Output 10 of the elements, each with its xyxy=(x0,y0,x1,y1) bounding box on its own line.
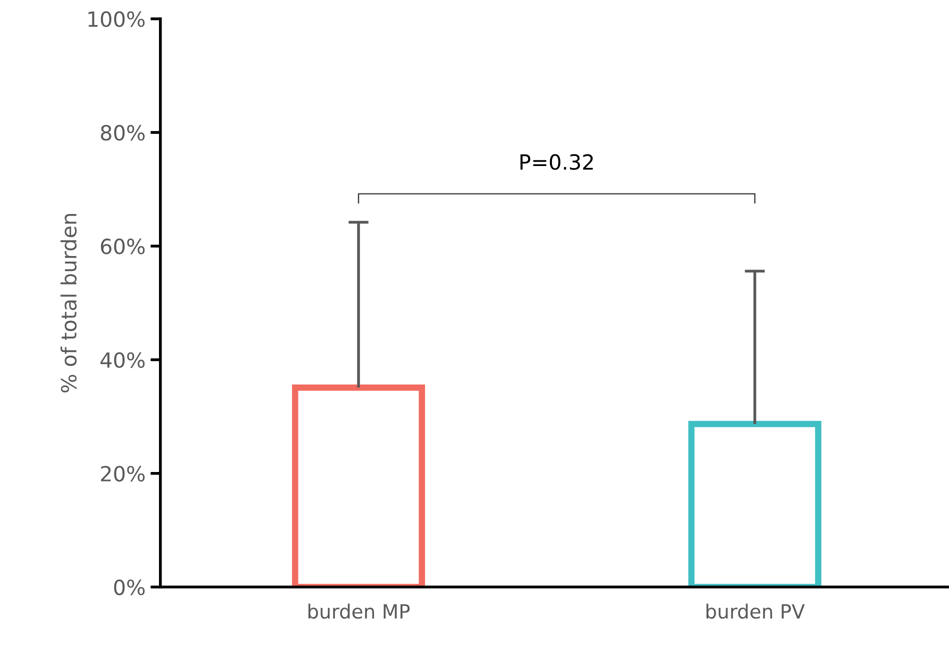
y-tick-label: 80% xyxy=(100,124,145,141)
x-tick-label: burden MP xyxy=(308,604,410,619)
annotation: P=0.32 xyxy=(520,154,593,170)
y-tick-label: 40% xyxy=(100,352,145,368)
x-tick-label: burden PV xyxy=(706,604,805,619)
y-tick-label: 100% xyxy=(88,11,145,28)
y-tick-label: 20% xyxy=(101,466,145,482)
y-axis-title: % of total burden xyxy=(60,214,77,392)
y-tick-label: 60% xyxy=(100,238,145,254)
y-tick-label: 0% xyxy=(114,579,145,596)
